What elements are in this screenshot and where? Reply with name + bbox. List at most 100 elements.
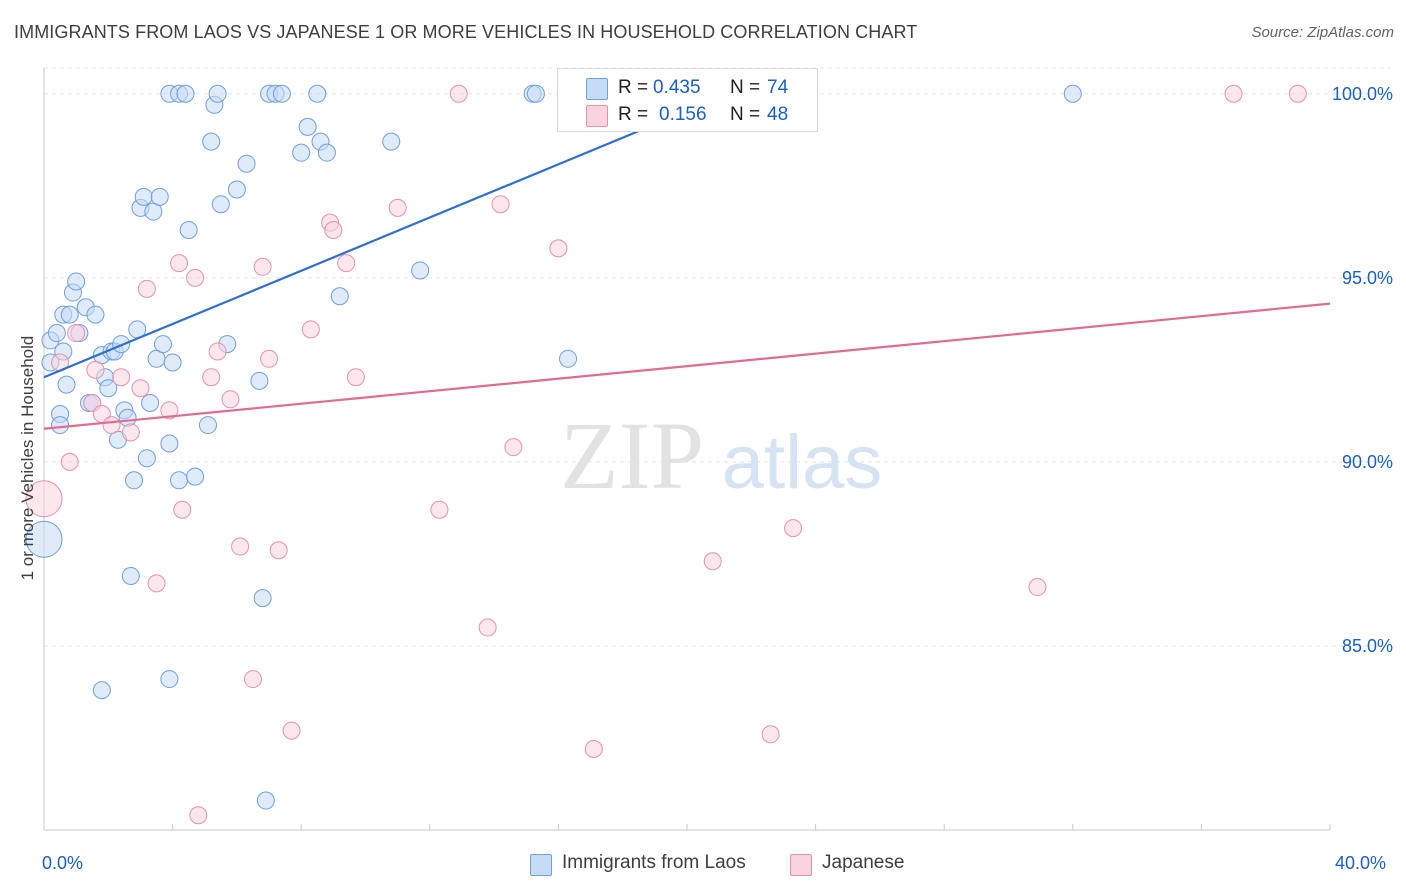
point-laos: [559, 349, 578, 368]
point-japanese: [703, 552, 722, 571]
point-japanese: [173, 500, 192, 519]
correlation-legend: R = 0.435 N = 74 R = 0.156 N = 48: [557, 68, 818, 132]
point-japanese: [478, 618, 497, 637]
point-japanese: [25, 480, 63, 518]
point-japanese: [147, 574, 166, 593]
point-laos: [186, 467, 205, 486]
point-laos: [47, 324, 66, 343]
point-laos: [1063, 84, 1082, 103]
point-laos: [163, 353, 182, 372]
point-laos: [292, 143, 311, 162]
point-laos: [208, 84, 227, 103]
point-laos: [118, 408, 137, 427]
legend-row-japanese: R = 0.156 N = 48: [558, 103, 817, 129]
legend-n-label: N =: [730, 104, 761, 125]
y-tick-label: 85.0%: [1342, 636, 1393, 656]
point-laos: [179, 220, 198, 239]
point-japanese: [430, 500, 449, 519]
point-japanese: [131, 379, 150, 398]
point-japanese: [60, 452, 79, 471]
point-japanese: [86, 360, 105, 379]
bottom-legend-label-japanese: Japanese: [822, 852, 905, 873]
point-laos: [330, 287, 349, 306]
point-laos: [411, 261, 430, 280]
point-japanese: [337, 254, 356, 273]
point-laos: [198, 416, 217, 435]
point-japanese: [388, 198, 407, 217]
point-japanese: [67, 324, 86, 343]
point-japanese: [269, 541, 288, 560]
legend-n-value-japanese: 48: [767, 104, 789, 125]
point-japanese: [324, 220, 343, 239]
point-japanese: [189, 806, 208, 825]
point-laos: [298, 117, 317, 136]
point-laos: [57, 375, 76, 394]
legend-n-label: N =: [730, 77, 761, 98]
watermark-atlas: atlas: [722, 420, 883, 505]
point-laos: [317, 143, 336, 162]
point-japanese: [121, 423, 140, 442]
legend-row-laos: R = 0.435 N = 74: [558, 76, 817, 102]
x-tick-label-min: 0.0%: [42, 853, 84, 873]
point-laos: [112, 335, 131, 354]
point-japanese: [137, 279, 156, 298]
trend-line-japanese: [43, 302, 1331, 430]
y-tick-labels: 85.0% 90.0% 95.0% 100.0%: [1332, 84, 1393, 656]
point-laos: [211, 195, 230, 214]
point-laos: [160, 434, 179, 453]
point-japanese: [761, 725, 780, 744]
point-japanese: [260, 349, 279, 368]
point-japanese: [301, 320, 320, 339]
y-tick-label: 95.0%: [1342, 268, 1393, 288]
point-laos: [526, 84, 545, 103]
legend-n-value-laos: 74: [767, 77, 789, 98]
point-japanese: [1224, 84, 1243, 103]
point-laos: [92, 681, 111, 700]
point-japanese: [449, 84, 468, 103]
point-laos: [382, 132, 401, 151]
point-japanese: [784, 519, 803, 538]
point-japanese: [243, 670, 262, 689]
point-japanese: [584, 740, 603, 759]
point-laos: [308, 84, 327, 103]
point-japanese: [102, 416, 121, 435]
point-laos: [67, 272, 86, 291]
point-japanese: [202, 368, 221, 387]
legend-r-label: R =: [618, 77, 649, 98]
point-japanese: [1028, 578, 1047, 597]
point-japanese: [112, 368, 131, 387]
point-laos: [121, 567, 140, 585]
legend-r-value-japanese: 0.156: [659, 104, 707, 125]
point-laos: [227, 180, 246, 199]
point-laos: [137, 449, 156, 468]
source-label: Source: ZipAtlas.com: [1251, 24, 1394, 41]
point-japanese: [491, 195, 510, 214]
point-japanese: [282, 721, 301, 740]
point-japanese: [504, 438, 523, 457]
bottom-legend-swatch-japanese: [790, 854, 812, 876]
point-laos: [125, 471, 144, 490]
point-laos: [160, 670, 179, 689]
point-laos: [237, 154, 256, 173]
y-axis-label: 1 or more Vehicles in Household: [18, 335, 37, 581]
trend-line-laos: [43, 92, 730, 379]
point-japanese: [160, 401, 179, 420]
y-tick-label: 90.0%: [1342, 452, 1393, 472]
point-laos: [250, 371, 269, 390]
data-points: [25, 84, 1307, 825]
point-laos: [170, 471, 189, 490]
bottom-legend-swatch-laos: [530, 854, 552, 876]
chart-title: IMMIGRANTS FROM LAOS VS JAPANESE 1 OR MO…: [14, 22, 918, 42]
legend-swatch-laos: [586, 78, 608, 100]
point-japanese: [170, 254, 189, 273]
point-japanese: [221, 390, 240, 409]
bottom-legend-label-laos: Immigrants from Laos: [562, 852, 746, 873]
point-laos: [134, 187, 153, 206]
watermark: ZIP atlas: [560, 402, 882, 509]
point-laos: [202, 132, 221, 151]
point-japanese: [253, 257, 272, 276]
point-laos: [99, 379, 118, 398]
legend-r-value-laos: 0.435: [653, 77, 701, 98]
point-laos: [256, 791, 275, 810]
point-japanese: [549, 239, 568, 258]
